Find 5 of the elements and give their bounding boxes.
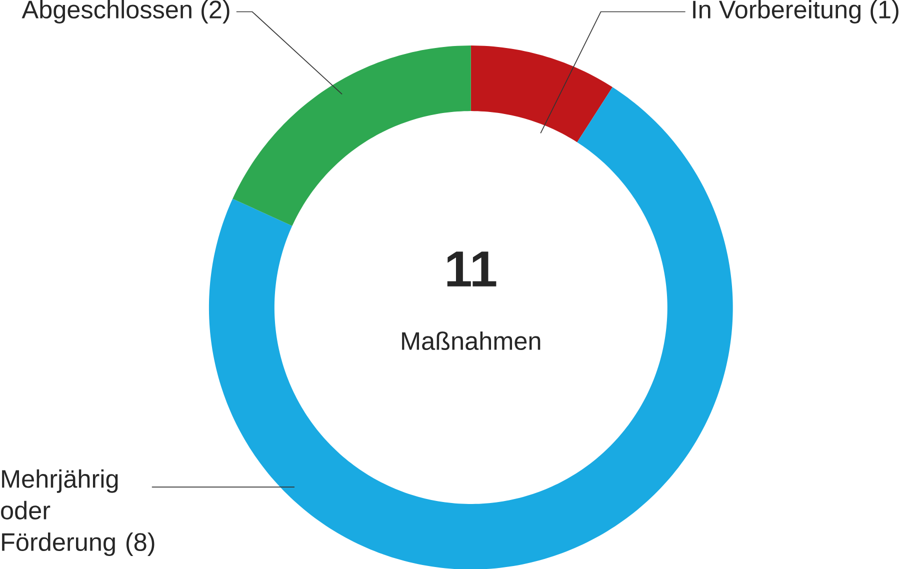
text: Maßnahmen	[402, 331, 540, 350]
slice-label: Mehrjährig oder Förderung (8)	[1, 469, 154, 556]
text: 11	[447, 251, 496, 286]
slice-label: Abgeschlossen (2)	[22, 0, 230, 24]
slice-label: In Vorbereitung (1)	[693, 0, 898, 24]
